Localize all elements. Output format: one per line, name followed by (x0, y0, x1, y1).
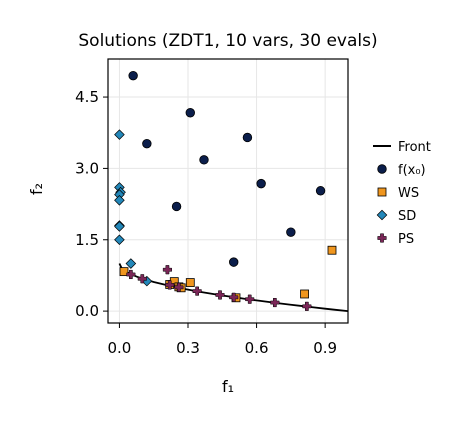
legend-swatch-ws (377, 187, 387, 197)
x-tick-label: 0.0 (107, 339, 131, 357)
f-x-point (315, 186, 326, 196)
x-axis-label: f₁ (222, 377, 234, 396)
f-x-point (185, 108, 195, 118)
legend-label-sd: SD (398, 209, 416, 224)
ps-point (229, 292, 239, 302)
f-x-point (242, 132, 253, 143)
x-tick-label: 0.3 (176, 339, 200, 357)
chart-title: Solutions (ZDT1, 10 vars, 30 evals) (78, 31, 377, 51)
f-x-point (171, 201, 182, 212)
ps-point (126, 269, 136, 280)
ps-point (174, 282, 184, 292)
y-tick-label: 0.0 (75, 302, 99, 320)
legend-label-ws: WS (398, 186, 419, 201)
y-tick-label: 3.0 (75, 159, 99, 177)
ws-point (185, 278, 195, 287)
x-tick-label: 0.9 (313, 339, 337, 357)
f-x-point (286, 227, 296, 237)
plot-frame (107, 58, 349, 324)
f-x-point (256, 178, 266, 189)
f-x-point (199, 155, 209, 165)
legend-label-ps: PS (398, 232, 414, 247)
sd-point (114, 221, 125, 232)
legend-swatch-f-x (377, 164, 387, 174)
ps-point (270, 297, 280, 308)
plot-area: 0.0 0.3 0.6 0.9 0.0 1.5 3.0 4.5 (75, 58, 349, 357)
legend-swatch-sd (376, 209, 388, 221)
ws-point (300, 289, 309, 299)
x-tick-label: 0.6 (245, 339, 269, 357)
sd-point (114, 234, 125, 246)
legend-swatch-ps (377, 233, 387, 243)
ps-point (165, 280, 175, 290)
ps-point (302, 301, 312, 311)
ps-point (137, 274, 147, 284)
sd-point (125, 258, 137, 269)
legend: Front f(x₀) WS SD PS (373, 140, 431, 247)
ws-point (119, 267, 129, 277)
f-x-point (229, 257, 239, 267)
ps-point (162, 265, 172, 275)
sd-point (114, 129, 125, 140)
y-axis-label: f₂ (27, 183, 46, 195)
y-tick-label: 1.5 (75, 231, 99, 249)
front-line (118, 263, 349, 313)
f-x-point (142, 138, 152, 149)
legend-label-front: Front (398, 140, 431, 155)
f-x-point (128, 70, 138, 81)
ps-point (245, 294, 255, 304)
y-tick-label: 4.5 (75, 88, 99, 106)
ps-point (192, 286, 202, 296)
ws-point (327, 245, 337, 255)
legend-label-f-x: f(x₀) (398, 163, 426, 178)
ps-point (215, 290, 225, 300)
sd-point (114, 194, 125, 206)
